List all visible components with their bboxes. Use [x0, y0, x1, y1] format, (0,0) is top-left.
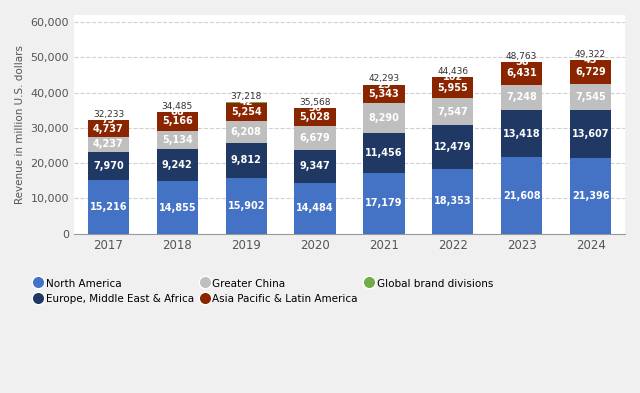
Bar: [88, 152, 129, 180]
Text: 5,343: 5,343: [369, 89, 399, 99]
Bar: [157, 149, 198, 181]
Bar: [225, 143, 267, 178]
Bar: [294, 150, 336, 183]
Bar: [570, 60, 611, 84]
Text: 5,134: 5,134: [162, 135, 193, 145]
Text: 45: 45: [584, 55, 597, 65]
Bar: [432, 125, 474, 169]
Legend: North America, Europe, Middle East & Africa, Greater China, Asia Pacific & Latin: North America, Europe, Middle East & Afr…: [35, 278, 493, 304]
Text: 8,290: 8,290: [369, 113, 399, 123]
Bar: [157, 181, 198, 234]
Bar: [225, 103, 267, 121]
Text: 5,166: 5,166: [162, 116, 193, 127]
Text: 5,955: 5,955: [438, 83, 468, 93]
Bar: [364, 173, 404, 234]
Bar: [364, 103, 404, 133]
Bar: [88, 120, 129, 137]
Text: 18,353: 18,353: [434, 196, 472, 206]
Bar: [225, 121, 267, 143]
Text: 17,179: 17,179: [365, 198, 403, 208]
Text: 6,729: 6,729: [575, 67, 606, 77]
Text: 73: 73: [102, 115, 115, 125]
Text: 6,679: 6,679: [300, 133, 330, 143]
Text: 7,970: 7,970: [93, 161, 124, 171]
Bar: [570, 110, 611, 158]
Text: 44,436: 44,436: [437, 67, 468, 76]
Bar: [364, 84, 404, 103]
Text: 21,608: 21,608: [503, 191, 541, 200]
Text: 6,208: 6,208: [231, 127, 262, 137]
Bar: [501, 158, 542, 234]
Bar: [294, 126, 336, 150]
Bar: [570, 158, 611, 234]
Bar: [432, 98, 474, 125]
Text: 58: 58: [515, 57, 529, 67]
Text: 42,293: 42,293: [369, 74, 399, 83]
Bar: [88, 180, 129, 234]
Bar: [570, 84, 611, 110]
Text: 4,237: 4,237: [93, 140, 124, 149]
Bar: [432, 169, 474, 234]
Bar: [501, 110, 542, 158]
Text: 49,322: 49,322: [575, 50, 606, 59]
Text: 21,396: 21,396: [572, 191, 609, 201]
Text: 15,216: 15,216: [90, 202, 127, 212]
Bar: [225, 178, 267, 234]
Text: 30: 30: [308, 103, 322, 113]
Text: 42: 42: [239, 97, 253, 108]
Text: 14,855: 14,855: [159, 202, 196, 213]
Text: 37,218: 37,218: [230, 92, 262, 101]
Text: 5,028: 5,028: [300, 112, 330, 122]
Text: 48,763: 48,763: [506, 51, 538, 61]
Text: 32,233: 32,233: [93, 110, 124, 119]
Text: 11,456: 11,456: [365, 148, 403, 158]
Text: 34,485: 34,485: [162, 102, 193, 111]
Bar: [432, 77, 474, 98]
Text: 13,418: 13,418: [503, 129, 541, 139]
Bar: [157, 112, 198, 130]
Text: 14,484: 14,484: [296, 203, 334, 213]
Bar: [294, 183, 336, 234]
Bar: [294, 108, 336, 126]
Text: 12,479: 12,479: [434, 142, 472, 152]
Text: 25: 25: [377, 79, 390, 90]
Text: 9,242: 9,242: [162, 160, 193, 170]
Bar: [501, 62, 542, 84]
Text: 88: 88: [170, 107, 184, 117]
Bar: [501, 84, 542, 110]
Text: 7,545: 7,545: [575, 92, 606, 102]
Bar: [88, 137, 129, 152]
Text: 9,347: 9,347: [300, 161, 330, 171]
Text: 13,607: 13,607: [572, 129, 609, 139]
Bar: [157, 130, 198, 149]
Bar: [364, 133, 404, 173]
Text: 7,248: 7,248: [506, 92, 537, 102]
Text: 4,737: 4,737: [93, 124, 124, 134]
Text: 35,568: 35,568: [300, 98, 331, 107]
Y-axis label: Revenue in million U.S. dollars: Revenue in million U.S. dollars: [15, 45, 25, 204]
Text: 9,812: 9,812: [231, 155, 262, 165]
Text: 15,902: 15,902: [227, 201, 265, 211]
Text: 102: 102: [443, 72, 463, 82]
Text: 5,254: 5,254: [231, 107, 262, 117]
Text: 7,547: 7,547: [438, 107, 468, 117]
Text: 6,431: 6,431: [506, 68, 537, 78]
